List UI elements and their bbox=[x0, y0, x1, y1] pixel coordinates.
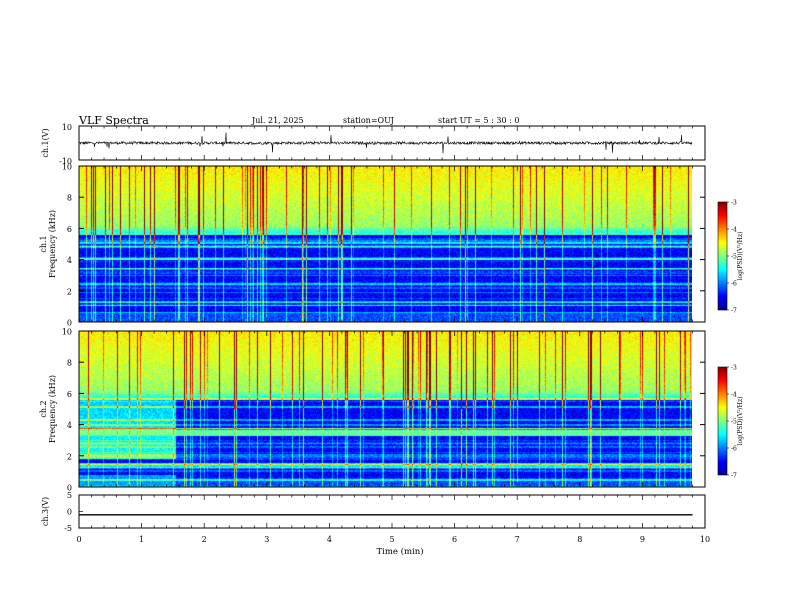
x-tick-label: 0 bbox=[76, 535, 81, 544]
ch1-colorbar-tick-label: -7 bbox=[731, 308, 737, 315]
ch1-ylabel-channel: ch.1 bbox=[39, 235, 48, 252]
x-tick-label: 9 bbox=[640, 535, 645, 544]
ch1-colorbar-tick-label: -4 bbox=[731, 227, 737, 234]
ch2-ylabel-channel: ch.2 bbox=[39, 400, 48, 417]
ch2-colorbar-tick-label: -3 bbox=[731, 365, 737, 372]
ch2-ytick-label: 4 bbox=[67, 421, 72, 430]
ch2-ytick-label: 2 bbox=[67, 452, 72, 461]
ch2-colorbar-label: log(PSD)(V²/Hz) bbox=[737, 397, 744, 446]
x-tick-label: 3 bbox=[264, 535, 269, 544]
ch2-colorbar-tick-label: -4 bbox=[731, 392, 737, 399]
ch3-ytick-label: 5 bbox=[67, 491, 72, 500]
ch1-ylabel: ch.1(V) bbox=[41, 128, 50, 157]
x-tick-label: 1 bbox=[139, 535, 144, 544]
ch2-ytick-label: 10 bbox=[62, 328, 72, 337]
x-tick-label: 7 bbox=[515, 535, 520, 544]
ch3-ylabel: ch.3(V) bbox=[41, 497, 50, 526]
ch1-ytick-label: 8 bbox=[67, 194, 72, 203]
x-tick-label: 10 bbox=[700, 535, 710, 544]
ch2-colorbar-tick-label: -6 bbox=[731, 446, 737, 453]
figure-title: VLF Spectra bbox=[79, 114, 149, 127]
ch2-spectrogram-image bbox=[79, 331, 692, 487]
ch1-colorbar-tick-label: -5 bbox=[731, 254, 737, 261]
ch1-colorbar-tick-label: -3 bbox=[731, 200, 737, 207]
ch1-ytick-label: 10 bbox=[62, 163, 72, 172]
x-tick-label: 4 bbox=[327, 535, 332, 544]
ch3-ytick-label: 0 bbox=[67, 508, 72, 517]
x-axis-label: Time (min) bbox=[376, 546, 423, 557]
ch1-colorbar bbox=[717, 201, 728, 311]
ch2-ylabel-frequency: Frequency (kHz) bbox=[48, 375, 57, 443]
ch1-colorbar-tick-label: -6 bbox=[731, 281, 737, 288]
ch1-spectrogram-image bbox=[79, 166, 692, 322]
ch1-ytick-bottom: -10 bbox=[59, 157, 72, 166]
ch1-ytick-label: 6 bbox=[67, 225, 72, 234]
ch1-ytick-label: 4 bbox=[67, 256, 72, 265]
ch2-colorbar-tick-label: -5 bbox=[731, 419, 737, 426]
date-label: Jul. 21, 2025 bbox=[252, 116, 304, 125]
ch1-ytick-label: 2 bbox=[67, 287, 72, 296]
x-tick-label: 2 bbox=[202, 535, 207, 544]
station-label: station=OUJ bbox=[343, 116, 394, 125]
ch2-ytick-label: 6 bbox=[67, 390, 72, 399]
x-tick-label: 8 bbox=[577, 535, 582, 544]
ch1-trace bbox=[79, 132, 693, 154]
ch3-ytick-label: -5 bbox=[64, 524, 72, 533]
ch1-colorbar-label: log(PSD)(V²/Hz) bbox=[737, 232, 744, 281]
ch2-colorbar-tick-label: -7 bbox=[731, 473, 737, 480]
ch1-ytick-label: 0 bbox=[67, 319, 72, 328]
ch2-ytick-label: 0 bbox=[67, 484, 72, 493]
start-time-label: start UT = 5 : 30 : 0 bbox=[438, 116, 520, 125]
ch2-colorbar bbox=[717, 366, 728, 476]
ch2-ytick-label: 8 bbox=[67, 359, 72, 368]
ch1-ytick-top: 10 bbox=[62, 123, 72, 132]
x-tick-label: 5 bbox=[389, 535, 394, 544]
x-tick-label: 6 bbox=[452, 535, 457, 544]
ch1-ylabel-frequency: Frequency (kHz) bbox=[48, 210, 57, 278]
